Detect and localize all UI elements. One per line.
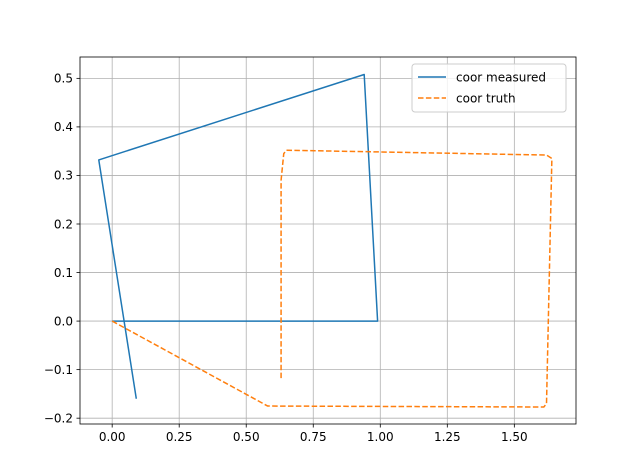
axes — [79, 56, 577, 425]
y-tick-label: 0.0 — [54, 314, 73, 328]
ticks: 0.00 0.25 0.50 0.75 1.00 1.25 1.50 −0.2 −0.1 0.0 0… — [44, 72, 528, 444]
y-tick-label: 0.3 — [54, 169, 73, 183]
x-tick-label: 0.25 — [166, 430, 193, 444]
y-tick-label: 0.5 — [54, 72, 73, 86]
legend-box — [411, 63, 567, 113]
series-line-1 — [111, 149, 553, 408]
y-tick-label: −0.1 — [44, 363, 73, 377]
series-line-0 — [98, 73, 379, 399]
y-tick-label: 0.1 — [54, 266, 73, 280]
x-tick-label: 1.00 — [367, 430, 394, 444]
x-tick-label: 1.25 — [434, 430, 461, 444]
x-tick-label: 0.75 — [300, 430, 327, 444]
legend-label-0: coor measured — [456, 70, 546, 84]
y-tick-label: 0.4 — [54, 120, 73, 134]
y-tick-label: −0.2 — [44, 411, 73, 425]
axes-frame — [79, 56, 577, 425]
legend: coor measured coor truth — [411, 63, 567, 113]
series-group — [98, 73, 553, 408]
legend-label-1: coor truth — [456, 91, 516, 105]
x-tick-label: 1.50 — [501, 430, 528, 444]
x-tick-label: 0.00 — [99, 430, 126, 444]
x-tick-label: 0.50 — [233, 430, 260, 444]
y-tick-label: 0.2 — [54, 217, 73, 231]
